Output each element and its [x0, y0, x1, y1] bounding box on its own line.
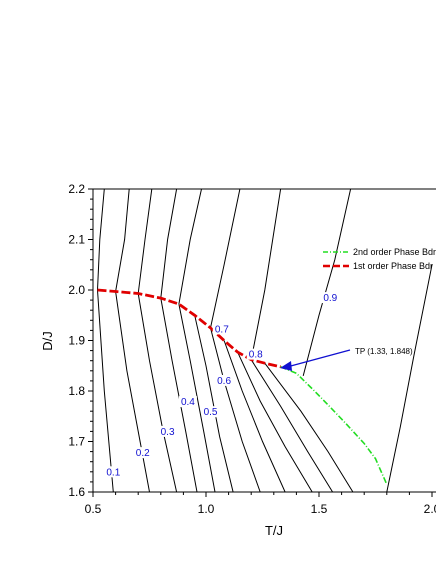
contour-line-lower-5 [194, 315, 234, 492]
contour-line-lower-9 [250, 359, 334, 492]
contour-label: 0.4 [181, 397, 195, 408]
contour-label-backdrop [246, 348, 265, 360]
contour-line-upper-1 [115, 189, 130, 292]
contour-line-lower-0 [97, 289, 114, 492]
contour-label-backdrop [201, 406, 220, 418]
y-axis-title: D/J [40, 331, 55, 351]
phase-boundaries [97, 288, 388, 485]
contour-line-upper-4 [178, 189, 202, 305]
contour-label: 0.7 [215, 324, 229, 335]
triple-point-arrowhead [280, 361, 292, 371]
y-tick-label: 2.0 [68, 283, 85, 297]
contour-line-lower-10 [264, 362, 354, 492]
legend-label-second-order: 2nd order Phase Bdr [353, 247, 436, 257]
contour-line-lower-6 [210, 327, 261, 492]
legend-label-first-order: 1st order Phase Bdr [353, 261, 433, 271]
y-tick-label: 2.1 [68, 233, 85, 247]
contour-line-lower-4 [178, 304, 216, 492]
contour-label-backdrop [158, 425, 177, 437]
contour-line-lower-7 [223, 340, 286, 492]
second-order-boundary-line [280, 366, 388, 485]
contour-label: 0.6 [217, 376, 231, 387]
triple-point-arrow [286, 349, 351, 368]
x-tick-label: 0.5 [85, 502, 102, 516]
x-tick-label: 2.0 [424, 502, 436, 516]
contour-label: 0.5 [204, 407, 218, 418]
contour-line-upper-6 [250, 189, 282, 360]
x-tick-label: 1.5 [311, 502, 328, 516]
contour-lines [97, 189, 433, 492]
first-order-boundary-line [97, 288, 281, 369]
contour-label-backdrop [212, 323, 231, 335]
triple-point-label: TP (1.33, 1.848) [355, 347, 413, 356]
contour-line-upper-3 [160, 189, 178, 299]
contour-labels: 0.1 0.2 0.3 0.4 0.5 0.6 0.7 0.8 0.9 [104, 292, 340, 478]
y-tick-label: 1.8 [68, 384, 85, 398]
x-axis-title: T/J [265, 523, 283, 538]
contour-label: 0.9 [323, 293, 337, 304]
legend: 2nd order Phase Bdr 1st order Phase Bdr [323, 247, 436, 271]
contour-label: 0.3 [161, 427, 175, 438]
contour-line-upper-0 [97, 189, 105, 291]
contour-label: 0.1 [106, 467, 120, 478]
contour-label: 0.8 [249, 350, 263, 361]
contour-line-upper-7 [302, 189, 352, 377]
contour-line-lower-8 [237, 351, 313, 492]
contour-line-upper-8 [386, 264, 433, 492]
y-tick-label: 2.2 [68, 182, 85, 196]
axis-ticks: 0.5 1.0 1.5 2.0 1.6 1.7 1.8 1.9 2.0 2.1 2.2 [68, 182, 436, 516]
contour-line-upper-2 [137, 189, 153, 294]
contour-label-backdrop [215, 374, 234, 386]
contour-label-backdrop [133, 447, 152, 459]
y-tick-label: 1.9 [68, 334, 85, 348]
contour-line-lower-2 [137, 293, 178, 492]
y-tick-label: 1.6 [68, 485, 85, 499]
contour-label-backdrop [104, 466, 123, 478]
y-tick-label: 1.7 [68, 435, 85, 449]
contour-line-lower-3 [160, 298, 198, 492]
contour-line-lower-1 [115, 291, 150, 492]
contour-label: 0.2 [136, 448, 150, 459]
contour-label-backdrop [321, 292, 340, 304]
contour-line-upper-5 [210, 189, 241, 329]
contour-label-backdrop [178, 396, 197, 408]
triple-point-annotation: TP (1.33, 1.848) [280, 347, 413, 371]
x-tick-label: 1.0 [198, 502, 215, 516]
